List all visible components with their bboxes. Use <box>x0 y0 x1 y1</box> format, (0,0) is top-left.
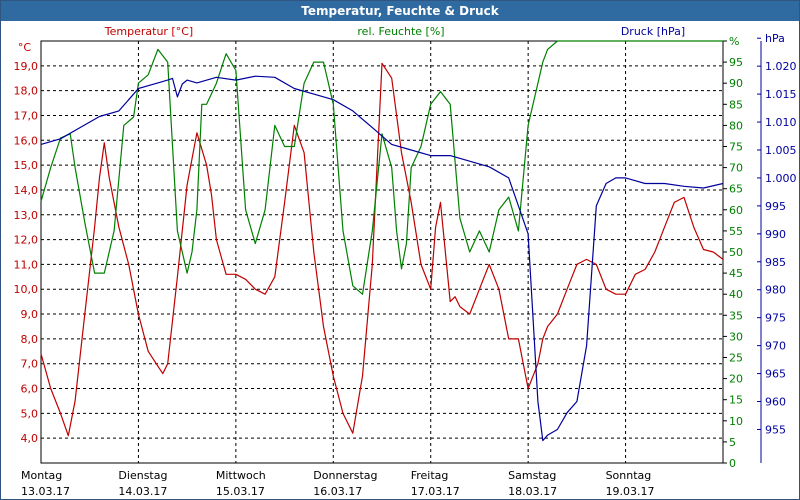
temp-axis-unit: °C <box>18 41 32 54</box>
temp-tick-label: 11,0 <box>14 258 39 271</box>
temp-tick-label: 19,0 <box>14 60 39 73</box>
temp-tick-label: 4,0 <box>21 432 39 445</box>
humidity-tick-label: 0 <box>729 457 736 470</box>
x-tick-day-label: Dienstag <box>118 469 167 482</box>
legend-temperature: Temperatur [°C] <box>104 25 193 38</box>
pressure-tick-label: hPa <box>765 32 785 45</box>
humidity-tick-label: 60 <box>729 204 743 217</box>
temperature-line <box>40 62 724 437</box>
humidity-tick-label: 5 <box>729 436 736 449</box>
humidity-tick-label: 30 <box>729 330 743 343</box>
humidity-tick-label: 55 <box>729 225 743 238</box>
temp-tick-label: 8,0 <box>21 333 39 346</box>
humidity-tick-label: 35 <box>729 309 743 322</box>
x-tick-day-label: Sonntag <box>606 469 652 482</box>
legend-pressure: Druck [hPa] <box>621 25 685 38</box>
legend-humidity: rel. Feuchte [%] <box>357 25 444 38</box>
pressure-tick-label: 965 <box>765 368 786 381</box>
x-tick-day-label: Samstag <box>508 469 556 482</box>
pressure-tick-label: 1.005 <box>765 144 797 157</box>
temp-tick-label: 16,0 <box>14 134 39 147</box>
humidity-line <box>40 40 723 295</box>
humidity-tick-label: 40 <box>729 288 743 301</box>
x-tick-date-label: 17.03.17 <box>411 485 460 498</box>
x-tick-date-label: 19.03.17 <box>606 485 655 498</box>
x-tick-date-label: 18.03.17 <box>508 485 557 498</box>
humidity-tick-label: 75 <box>729 141 743 154</box>
temp-tick-label: 5,0 <box>21 407 39 420</box>
humidity-tick-label: 20 <box>729 373 743 386</box>
chart-area: °C Temperatur [°C] rel. Feuchte [%] Druc… <box>14 25 797 498</box>
humidity-tick-label: 70 <box>729 162 743 175</box>
humidity-tick-label: 15 <box>729 394 743 407</box>
pressure-tick-label: 955 <box>765 423 786 436</box>
x-tick-day-label: Montag <box>21 469 62 482</box>
pressure-tick-label: 960 <box>765 396 786 409</box>
data-series <box>40 40 724 442</box>
humidity-tick-label: 65 <box>729 183 743 196</box>
x-tick-day-label: Mittwoch <box>216 469 266 482</box>
temp-tick-label: 9,0 <box>21 308 39 321</box>
temp-tick-label: 15,0 <box>14 159 39 172</box>
temp-tick-label: 7,0 <box>21 358 39 371</box>
temp-tick-label: 14,0 <box>14 184 39 197</box>
temp-tick-label: 13,0 <box>14 209 39 222</box>
x-tick-day-label: Donnerstag <box>313 469 377 482</box>
pressure-tick-label: 1.020 <box>765 60 797 73</box>
x-tick-date-label: 14.03.17 <box>118 485 167 498</box>
humidity-tick-label: 90 <box>729 77 743 90</box>
humidity-tick-label: 45 <box>729 267 743 280</box>
humidity-tick-label: 50 <box>729 246 743 259</box>
axes: 4,0 5,0 6,0 7,0 8,0 9,0 10,0 11,0 12,0 13,0 14,0 15… <box>14 32 797 498</box>
temp-tick-label: 12,0 <box>14 234 39 247</box>
pressure-tick-label: 1.000 <box>765 172 797 185</box>
pressure-tick-label: 975 <box>765 312 786 325</box>
window-title: Temperatur, Feuchte & Druck <box>1 1 799 21</box>
plot-border <box>40 40 724 464</box>
pressure-tick-label: 980 <box>765 284 786 297</box>
temp-tick-label: 18,0 <box>14 85 39 98</box>
temp-tick-label: 17,0 <box>14 109 39 122</box>
pressure-tick-label: 995 <box>765 200 786 213</box>
humidity-tick-label: 80 <box>729 119 743 132</box>
humidity-tick-label: 85 <box>729 98 743 111</box>
x-tick-date-label: 15.03.17 <box>216 485 265 498</box>
pressure-tick-label: 1.010 <box>765 116 797 129</box>
humidity-tick-label: % <box>729 35 739 48</box>
humidity-tick-label: 25 <box>729 352 743 365</box>
grid-lines <box>40 40 724 464</box>
humidity-tick-label: 10 <box>729 415 743 428</box>
pressure-tick-label: 1.015 <box>765 88 797 101</box>
x-tick-date-label: 13.03.17 <box>21 485 70 498</box>
pressure-line <box>40 75 724 442</box>
humidity-tick-label: 95 <box>729 56 743 69</box>
pressure-tick-label: 985 <box>765 256 786 269</box>
x-tick-day-label: Freitag <box>411 469 449 482</box>
temp-tick-label: 10,0 <box>14 283 39 296</box>
x-tick-date-label: 16.03.17 <box>313 485 362 498</box>
pressure-tick-label: 970 <box>765 340 786 353</box>
temp-tick-label: 6,0 <box>21 383 39 396</box>
pressure-tick-label: 990 <box>765 228 786 241</box>
